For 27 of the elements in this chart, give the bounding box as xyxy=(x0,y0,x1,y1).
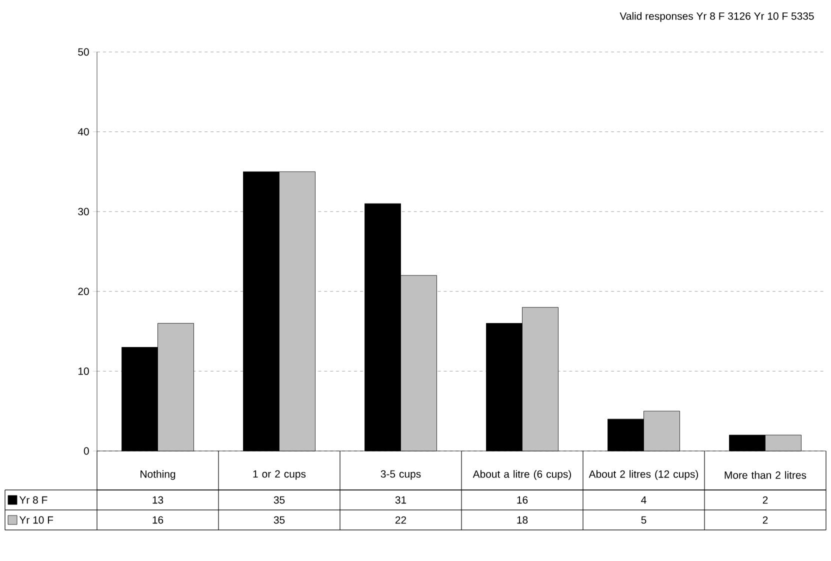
data-label: 2 xyxy=(762,496,768,504)
data-label: 5 xyxy=(641,516,646,524)
y-tick-label: 40 xyxy=(78,128,89,136)
data-label: 35 xyxy=(274,516,285,524)
x-tick-label: About a litre (6 cups) xyxy=(472,470,572,480)
legend-label: Yr 8 F xyxy=(19,496,48,504)
chart-title: Valid responses Yr 8 F 3126 Yr 10 F 5335 xyxy=(620,12,814,22)
x-tick-label: Nothing xyxy=(140,470,176,480)
data-label: 18 xyxy=(517,516,528,524)
data-label: 16 xyxy=(152,516,164,524)
data-label: 31 xyxy=(395,496,406,504)
x-tick-label: 1 or 2 cups xyxy=(253,470,306,480)
data-label: 13 xyxy=(152,496,164,504)
data-label: 16 xyxy=(517,496,528,504)
y-tick-label: 0 xyxy=(84,447,89,455)
legend-label: Yr 10 F xyxy=(19,516,54,524)
y-tick-label: 20 xyxy=(78,288,89,296)
y-tick-label: 10 xyxy=(78,367,89,375)
data-label: 4 xyxy=(641,496,646,504)
x-tick-label: 3-5 cups xyxy=(380,470,421,480)
y-tick-label: 50 xyxy=(78,48,89,56)
x-tick-label: About 2 litres (12 cups) xyxy=(588,470,698,480)
x-tick-label: More than 2 litres xyxy=(724,471,806,479)
data-label: 2 xyxy=(762,516,768,524)
data-label: 35 xyxy=(274,496,285,504)
data-label: 22 xyxy=(395,516,406,524)
y-tick-label: 30 xyxy=(78,208,89,216)
